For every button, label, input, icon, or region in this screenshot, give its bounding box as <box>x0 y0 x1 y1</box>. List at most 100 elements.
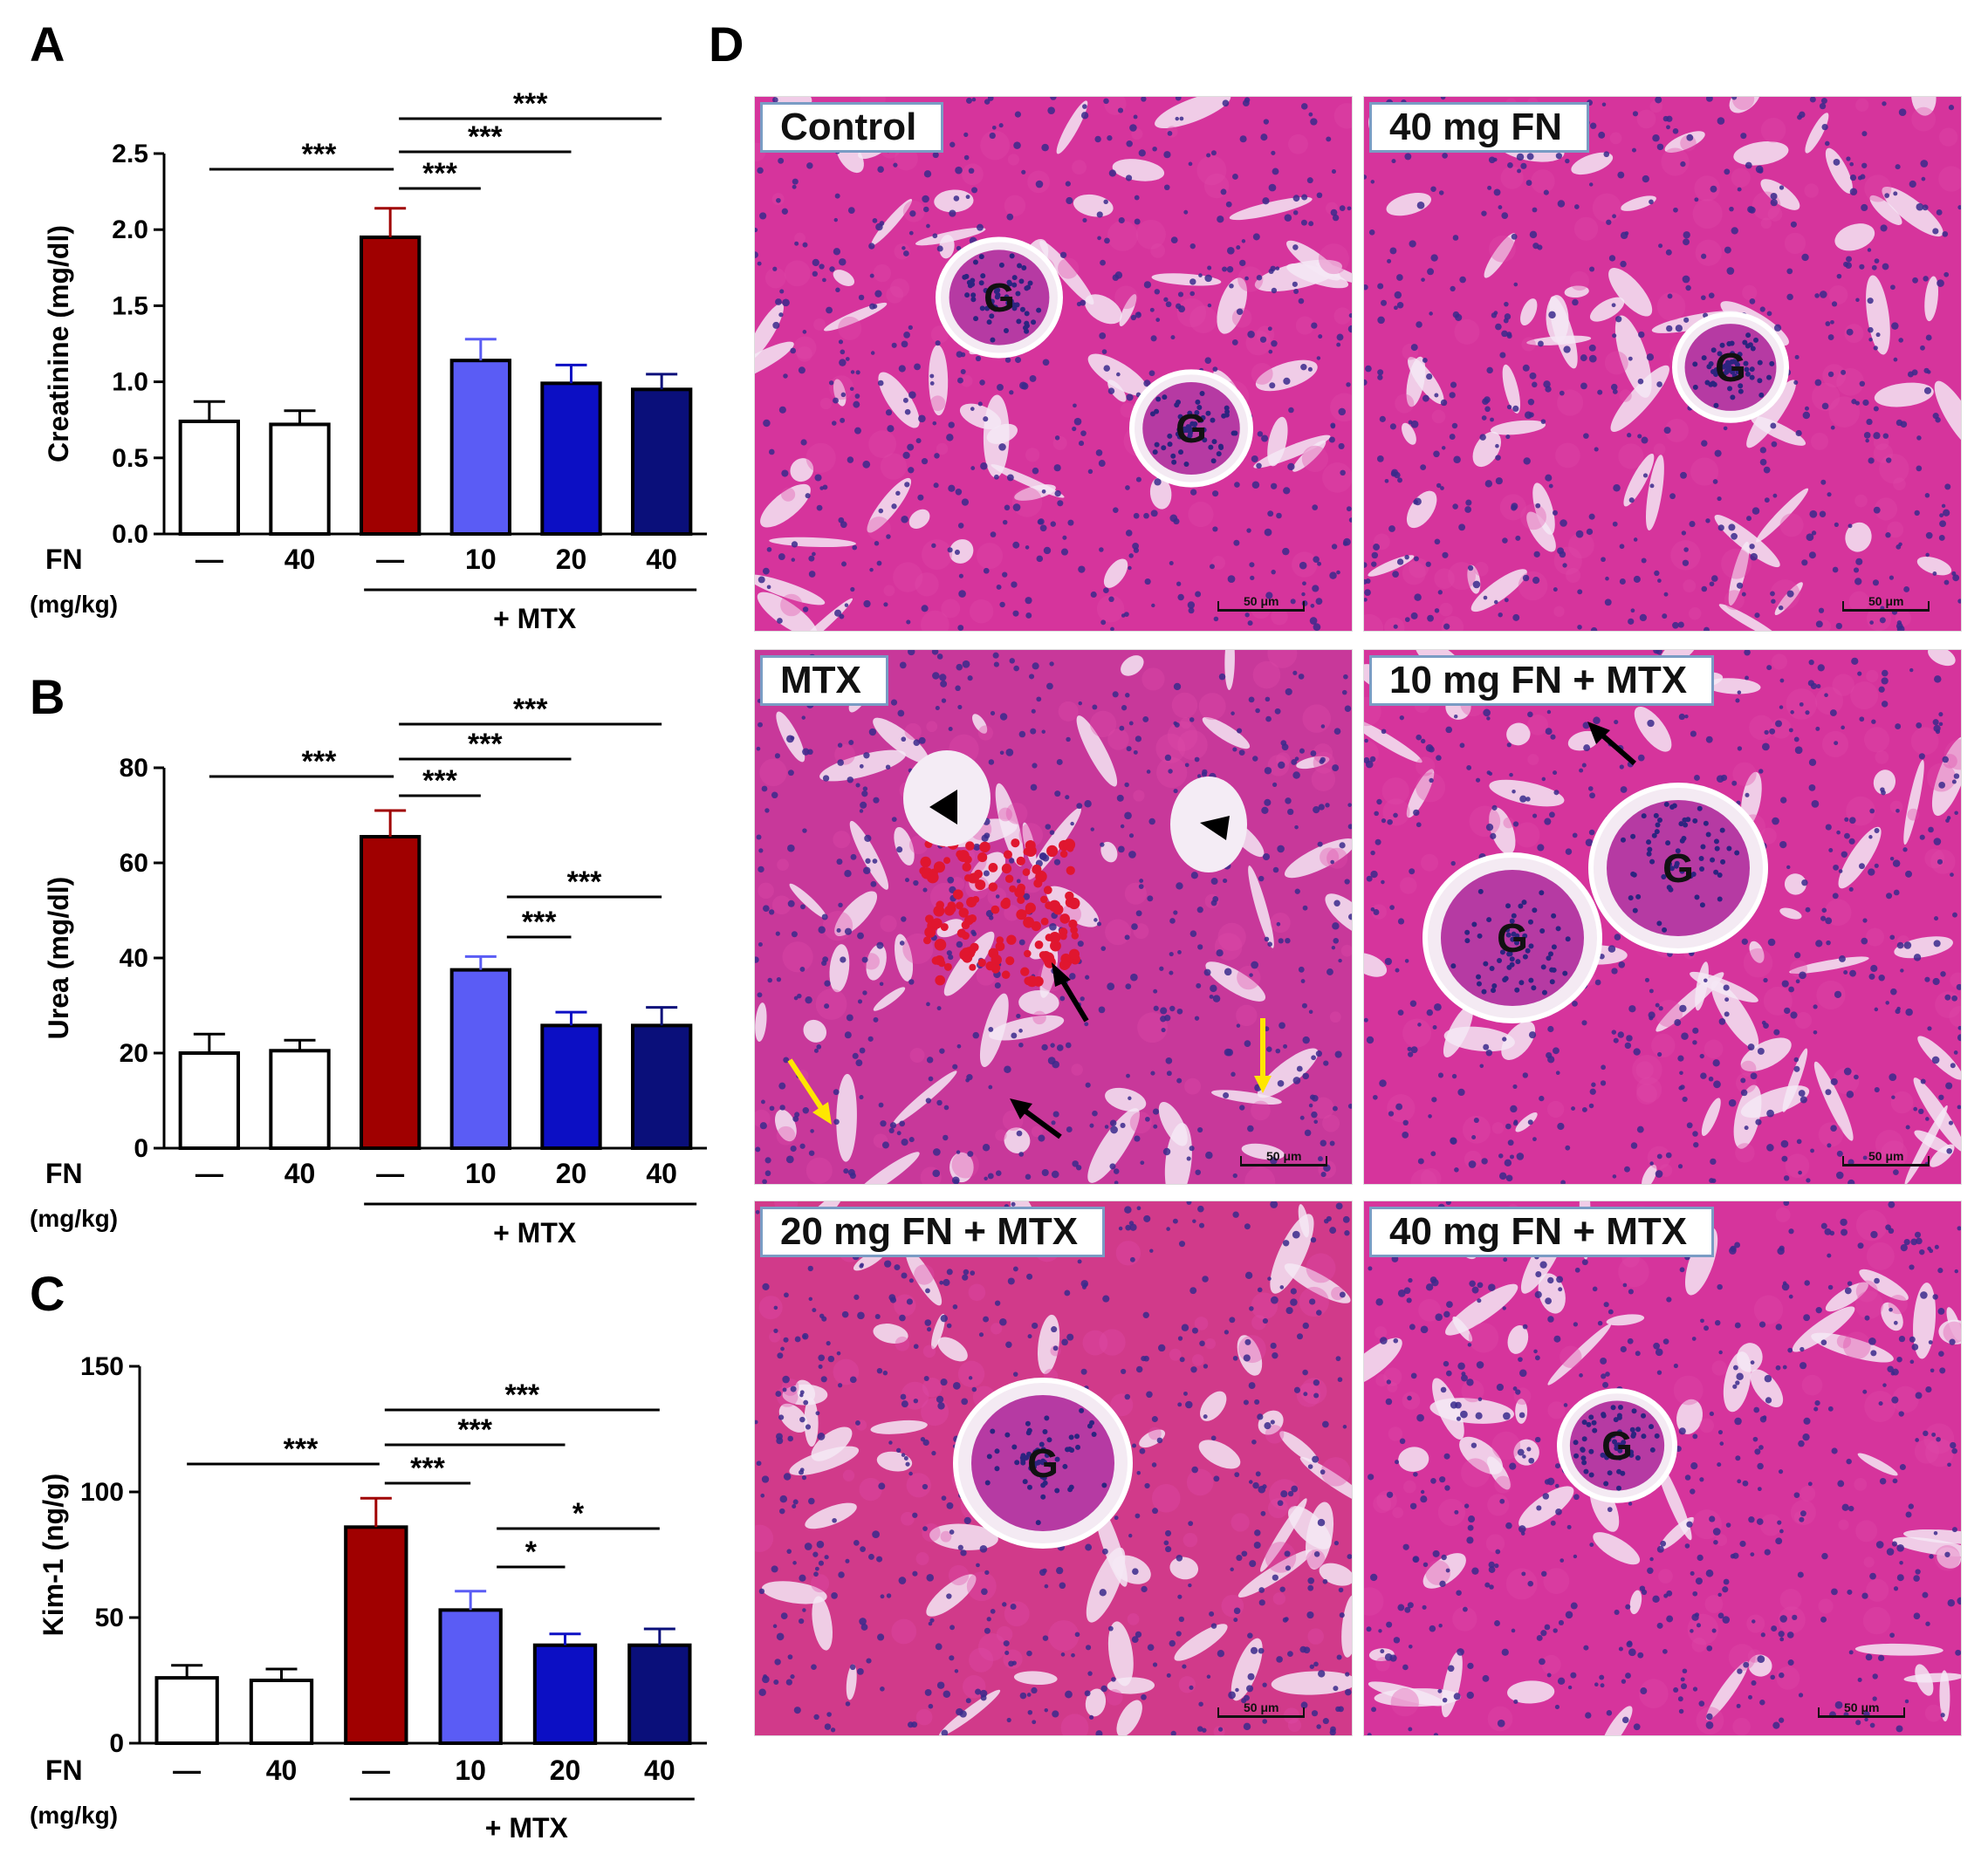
tubule-lumen <box>761 1581 827 1604</box>
nucleus <box>772 1624 778 1629</box>
nucleus <box>946 950 952 956</box>
glomerulus-nucleus <box>962 274 968 280</box>
nucleus <box>1825 321 1831 326</box>
glomerulus-nucleus <box>1505 903 1512 909</box>
nucleus <box>1251 455 1258 462</box>
nucleus <box>1544 1479 1551 1485</box>
cytoplasm-patch <box>1695 239 1722 266</box>
nucleus <box>846 1014 853 1022</box>
nucleus <box>1132 1568 1139 1575</box>
nucleus <box>1873 345 1878 351</box>
nucleus <box>1152 1508 1158 1515</box>
hemorrhage-rbc <box>920 856 931 868</box>
nucleus <box>1903 586 1910 592</box>
nucleus <box>1731 780 1738 786</box>
nucleus <box>1553 770 1558 776</box>
nucleus <box>1310 118 1318 126</box>
nucleus <box>1589 1088 1596 1095</box>
nucleus <box>1735 698 1740 703</box>
nucleus <box>1443 1310 1450 1318</box>
nucleus <box>1900 421 1908 428</box>
nucleus <box>1198 273 1203 277</box>
nucleus <box>1590 626 1598 631</box>
nucleus <box>808 1150 815 1157</box>
nucleus <box>982 1144 991 1152</box>
cytoplasm-patch <box>1566 567 1581 584</box>
nucleus <box>1547 1316 1554 1323</box>
tubule-lumen <box>789 1446 860 1476</box>
nucleus <box>1821 907 1827 913</box>
nucleus <box>913 1344 919 1350</box>
nucleus <box>1089 1123 1094 1128</box>
cytoplasm-patch <box>1875 750 1889 764</box>
nucleus <box>1446 1301 1453 1309</box>
nucleus <box>1830 425 1835 430</box>
glomerulus-nucleus <box>1662 927 1668 933</box>
nucleus <box>1488 156 1496 164</box>
nucleus <box>1470 1442 1477 1448</box>
nucleus <box>1504 313 1512 320</box>
nucleus <box>1849 174 1857 181</box>
nucleus <box>1381 879 1385 885</box>
cytoplasm-patch <box>1217 922 1246 952</box>
cytoplasm-patch <box>1833 1067 1860 1094</box>
tubule-lumen <box>1740 1037 1792 1072</box>
nucleus <box>1410 420 1419 428</box>
nucleus <box>1469 1280 1476 1288</box>
glomerulus-nucleus <box>1734 362 1740 368</box>
cytoplasm-patch <box>1547 1100 1565 1119</box>
nucleus <box>1832 893 1839 900</box>
nucleus <box>986 1617 991 1622</box>
nucleus <box>1599 954 1605 960</box>
nucleus <box>1625 1673 1631 1679</box>
glomerulus-nucleus <box>1710 347 1717 353</box>
nucleus <box>1272 1574 1278 1581</box>
nucleus <box>1420 1495 1428 1503</box>
nucleus <box>1222 878 1228 884</box>
nucleus <box>1346 382 1351 387</box>
glomerulus-nucleus <box>1489 965 1495 971</box>
glomerulus-nucleus <box>1021 265 1027 271</box>
nucleus <box>1916 1237 1923 1245</box>
dose-label-fn40-mtx: 40 <box>644 1755 675 1786</box>
nucleus <box>1296 1065 1303 1072</box>
nucleus <box>877 1633 885 1641</box>
nucleus <box>1779 705 1784 709</box>
nucleus <box>1141 1585 1148 1593</box>
nucleus <box>1931 1056 1940 1064</box>
nucleus <box>1713 1080 1721 1089</box>
nucleus <box>1453 1693 1461 1700</box>
cytoplasm-patch <box>1543 1568 1570 1595</box>
cytoplasm-patch <box>1082 1330 1108 1356</box>
nucleus <box>1868 326 1874 333</box>
glomerulus-nucleus <box>1586 1421 1592 1427</box>
nucleus <box>799 1390 805 1395</box>
glomerulus-nucleus <box>1551 944 1557 950</box>
nucleus <box>1717 1592 1722 1597</box>
nucleus <box>1506 404 1512 410</box>
nucleus <box>1692 1433 1698 1440</box>
cytoplasm-patch <box>1505 1568 1538 1600</box>
tubule-lumen <box>769 537 856 548</box>
glomerulus-nucleus <box>1040 1482 1046 1488</box>
nucleus <box>881 1141 889 1149</box>
cytoplasm-patch <box>1618 443 1644 469</box>
nucleus <box>1731 97 1738 100</box>
nucleus <box>1173 721 1177 726</box>
nucleus <box>1318 1156 1323 1162</box>
nucleus <box>1527 399 1535 406</box>
glomerulus-nucleus <box>1681 836 1687 842</box>
hemorrhage-rbc <box>956 850 970 863</box>
nucleus <box>862 990 867 995</box>
nucleus <box>1588 344 1596 352</box>
cytoplasm-patch <box>921 610 949 631</box>
nucleus <box>1294 756 1299 762</box>
nucleus <box>1553 1047 1560 1055</box>
nucleus <box>1073 417 1082 426</box>
nucleus <box>1440 1386 1447 1393</box>
glomerulus-label: G <box>1176 406 1207 451</box>
nucleus <box>1181 1324 1189 1331</box>
nucleus <box>1692 1040 1697 1045</box>
nucleus <box>1619 544 1625 550</box>
glomerulus-nucleus <box>1717 896 1723 902</box>
